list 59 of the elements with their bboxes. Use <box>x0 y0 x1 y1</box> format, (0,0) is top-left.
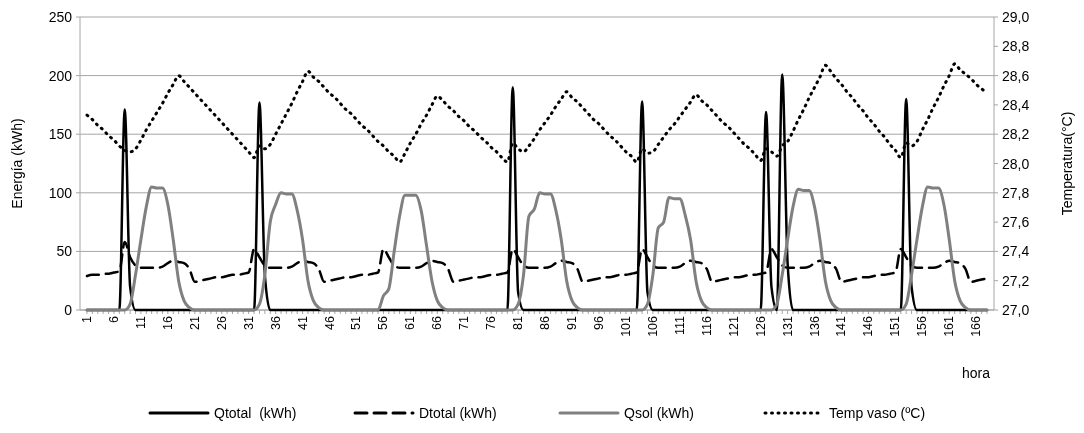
x-tick-label: 11 <box>133 315 148 329</box>
y2-tick-label: 28,4 <box>1002 96 1030 113</box>
x-tick-label: 141 <box>834 315 849 337</box>
x-tick-label: 146 <box>861 315 876 337</box>
x-tick-label: 91 <box>565 315 580 330</box>
legend-label: Dtotal (kWh) <box>419 405 497 421</box>
x-tick-label: 116 <box>699 315 714 336</box>
x-tick-label: 86 <box>538 315 553 330</box>
x-tick-label: 31 <box>241 315 256 330</box>
y-axis-title: Energía (kWh) <box>9 118 25 209</box>
x-tick-label: 81 <box>511 315 526 330</box>
x-tick-label: 106 <box>645 315 660 337</box>
x-tick-label: 136 <box>807 315 822 337</box>
legend-label: Temp vaso (ºC) <box>829 405 926 421</box>
y-tick-label: 50 <box>56 243 73 260</box>
x-tick-label: 96 <box>591 315 606 330</box>
y2-tick-label: 27,8 <box>1002 184 1030 201</box>
y2-tick-label: 27,2 <box>1002 272 1030 289</box>
x-tick-label: 71 <box>457 315 472 330</box>
y2-tick-label: 28,8 <box>1002 38 1030 55</box>
y-tick-label: 0 <box>64 302 73 318</box>
x-tick-label: 66 <box>430 315 445 330</box>
y2-tick-label: 27,0 <box>1002 302 1030 318</box>
x-axis-title: hora <box>961 365 991 381</box>
x-tick-label: 121 <box>726 315 741 337</box>
x-tick-label: 46 <box>322 315 337 330</box>
x-tick-label: 126 <box>753 315 768 337</box>
y-tick-label: 200 <box>48 67 73 84</box>
x-tick-label: 1 <box>80 315 94 323</box>
y-tick-label: 150 <box>48 126 73 143</box>
y2-tick-label: 28,6 <box>1002 67 1030 84</box>
x-tick-label: 151 <box>888 315 903 337</box>
x-tick-label: 41 <box>295 315 310 330</box>
x-tick-label: 156 <box>915 315 930 337</box>
x-tick-label: 26 <box>214 315 229 330</box>
x-tick-label: 101 <box>618 315 633 337</box>
x-tick-label: 36 <box>268 315 283 330</box>
x-tick-label: 76 <box>484 315 499 330</box>
x-tick-label: 166 <box>969 315 984 337</box>
line-series <box>85 185 989 312</box>
x-tick-label: 161 <box>942 315 957 337</box>
y2-axis-title: Temperatura(°C) <box>1059 111 1075 216</box>
y2-tick-label: 29,0 <box>1002 9 1030 25</box>
x-tick-label: 111 <box>672 315 687 336</box>
x-tick-label: 6 <box>106 315 121 323</box>
x-tick-label: 56 <box>376 315 391 330</box>
legend-label: Qsol (kWh) <box>624 405 694 421</box>
y-tick-label: 250 <box>48 9 73 25</box>
x-tick-label: 16 <box>160 315 175 330</box>
legend-label: Qtotal (kWh) <box>214 405 297 421</box>
x-tick-label: 51 <box>349 315 364 330</box>
y2-tick-label: 28,2 <box>1002 126 1030 143</box>
y-tick-label: 100 <box>48 184 73 201</box>
y2-tick-label: 28,0 <box>1002 155 1030 172</box>
x-tick-label: 131 <box>780 315 795 337</box>
x-tick-label: 61 <box>403 315 418 330</box>
y2-tick-label: 27,4 <box>1002 243 1030 260</box>
x-tick-label: 21 <box>187 315 202 330</box>
y2-tick-label: 27,6 <box>1002 214 1030 231</box>
